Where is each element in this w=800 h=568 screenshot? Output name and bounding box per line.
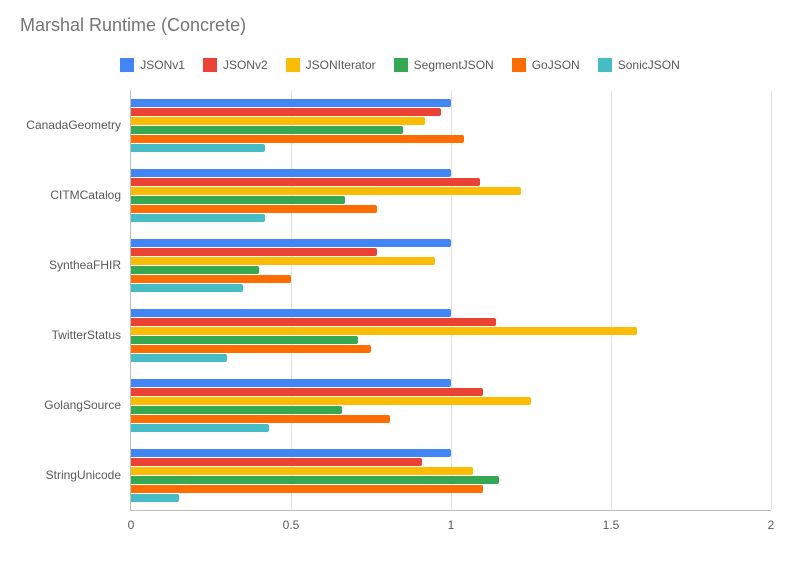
legend-label: JSONv1 [140,58,185,72]
legend-label: GoJSON [532,58,580,72]
legend-swatch [598,58,612,72]
bar-sonicjson [131,214,265,222]
legend-item-jsonv1: JSONv1 [120,58,185,72]
bar-segmentjson [131,266,259,274]
legend-item-jsoniterator: JSONIterator [286,58,376,72]
x-tick-label: 1.5 [603,518,620,532]
y-tick-label: SyntheaFHIR [11,258,121,272]
bar-segmentjson [131,406,342,414]
y-tick-label: GolangSource [11,398,121,412]
bar-jsonv2 [131,388,483,396]
bar-segmentjson [131,196,345,204]
bar-jsonv1 [131,379,451,387]
legend: JSONv1 JSONv2 JSONIterator SegmentJSON GoJSO… [0,58,800,72]
x-tick-label: 0.5 [283,518,300,532]
legend-label: JSONIterator [306,58,376,72]
legend-item-segmentjson: SegmentJSON [394,58,494,72]
legend-swatch [120,58,134,72]
legend-swatch [512,58,526,72]
plot-area: 00.511.52CanadaGeometryCITMCatalogSynthe… [130,90,771,511]
bar-gojson [131,485,483,493]
y-tick-label: CanadaGeometry [11,118,121,132]
bar-sonicjson [131,494,179,502]
bar-sonicjson [131,424,269,432]
bar-jsonv1 [131,449,451,457]
bar-gojson [131,345,371,353]
legend-label: JSONv2 [223,58,268,72]
bar-jsonv1 [131,309,451,317]
category-group: GolangSource [131,370,771,440]
x-tick-label: 0 [128,518,135,532]
bar-jsonv1 [131,239,451,247]
bar-jsoniterator [131,257,435,265]
bar-jsonv2 [131,248,377,256]
chart-container: Marshal Runtime (Concrete) JSONv1JSONv2J… [0,0,800,568]
bar-jsoniterator [131,467,473,475]
bar-jsoniterator [131,327,637,335]
bar-jsonv1 [131,99,451,107]
bar-sonicjson [131,144,265,152]
y-tick-label: CITMCatalog [11,188,121,202]
category-group: StringUnicode [131,440,771,510]
bar-jsonv2 [131,108,441,116]
bar-jsoniterator [131,397,531,405]
category-group: CITMCatalog [131,160,771,230]
legend-swatch [203,58,217,72]
bar-sonicjson [131,354,227,362]
bar-segmentjson [131,336,358,344]
bar-gojson [131,275,291,283]
bar-jsonv2 [131,458,422,466]
legend-label: SegmentJSON [414,58,494,72]
bar-jsonv2 [131,318,496,326]
legend-label: SonicJSON [618,58,680,72]
x-tick-label: 2 [768,518,775,532]
bar-sonicjson [131,284,243,292]
bar-jsoniterator [131,117,425,125]
bar-segmentjson [131,476,499,484]
category-group: SyntheaFHIR [131,230,771,300]
bar-jsonv2 [131,178,480,186]
bar-jsoniterator [131,187,521,195]
legend-item-gojson: GoJSON [512,58,580,72]
gridline [771,90,772,510]
legend-item-sonicjson: SonicJSON [598,58,680,72]
bar-gojson [131,135,464,143]
x-tick-label: 1 [448,518,455,532]
category-group: TwitterStatus [131,300,771,370]
chart-title: Marshal Runtime (Concrete) [20,15,246,36]
y-tick-label: StringUnicode [11,468,121,482]
category-group: CanadaGeometry [131,90,771,160]
legend-swatch [286,58,300,72]
bar-gojson [131,205,377,213]
legend-item-jsonv2: JSONv2 [203,58,268,72]
bar-segmentjson [131,126,403,134]
y-tick-label: TwitterStatus [11,328,121,342]
bar-gojson [131,415,390,423]
legend-swatch [394,58,408,72]
bar-jsonv1 [131,169,451,177]
